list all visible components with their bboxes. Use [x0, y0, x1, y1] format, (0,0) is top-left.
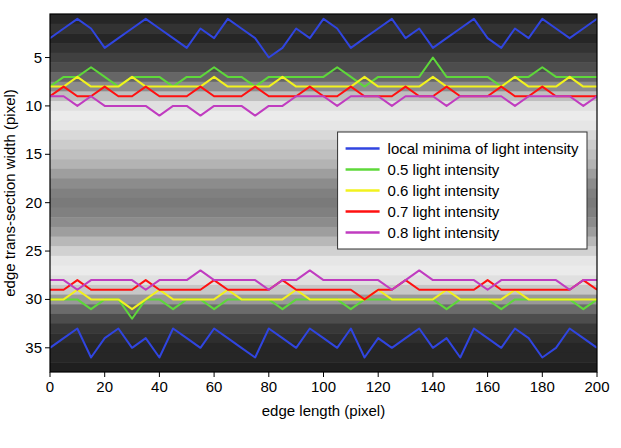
y-tick	[45, 251, 50, 252]
x-tick-label: 160	[475, 378, 500, 395]
y-tick-label: 35	[25, 339, 42, 356]
series-line	[50, 19, 597, 58]
x-tick-label: 80	[260, 378, 277, 395]
x-tick-label: 120	[366, 378, 391, 395]
x-tick	[159, 372, 160, 377]
plot-area	[50, 14, 597, 372]
x-tick	[214, 372, 215, 377]
x-tick	[378, 372, 379, 377]
chart: 0 20 40 60 80 100 120 140 160 180 200 5 10 15 20 25 30 35…	[0, 0, 621, 448]
x-tick-label: 60	[206, 378, 223, 395]
x-tick	[50, 372, 51, 377]
legend-label: local minima of light intensity	[388, 140, 579, 157]
x-tick	[104, 372, 105, 377]
legend-label: 0.5 light intensity	[388, 161, 500, 178]
x-tick	[432, 372, 433, 377]
series-line	[50, 328, 597, 357]
page: {"chart_data": { "type": "line", "x_labe…	[0, 0, 621, 448]
x-tick-label: 180	[530, 378, 555, 395]
legend: local minima of light intensity 0.5 light…	[338, 132, 587, 249]
x-tick	[323, 372, 324, 377]
x-tick-label: 40	[151, 378, 168, 395]
y-tick-label: 15	[25, 145, 42, 162]
intensity-band	[50, 53, 597, 63]
intensity-band	[50, 353, 597, 363]
x-tick	[268, 372, 269, 377]
x-tick	[597, 372, 598, 377]
intensity-band	[50, 256, 597, 266]
y-tick	[45, 57, 50, 58]
x-axis-title: edge length (pixel)	[262, 402, 385, 419]
x-tick	[487, 372, 488, 377]
series-line	[50, 77, 597, 87]
intensity-band	[50, 120, 597, 130]
intensity-band	[50, 43, 597, 53]
legend-swatch	[346, 147, 380, 150]
legend-box	[338, 132, 587, 249]
series-line	[50, 58, 597, 87]
y-tick-label: 20	[25, 194, 42, 211]
intensity-band	[50, 362, 597, 372]
intensity-band	[50, 266, 597, 276]
legend-label: 0.6 light intensity	[388, 182, 500, 199]
x-tick-label: 140	[420, 378, 445, 395]
series-line	[50, 270, 597, 289]
legend-swatch	[346, 210, 380, 213]
legend-label: 0.8 light intensity	[388, 224, 500, 241]
x-tick-label: 20	[96, 378, 113, 395]
intensity-band	[50, 111, 597, 121]
y-tick	[45, 299, 50, 300]
legend-label: 0.7 light intensity	[388, 203, 500, 220]
series-line	[50, 87, 597, 97]
y-axis-title: edge trans-section width (pixel)	[1, 89, 18, 297]
series-line	[50, 290, 597, 309]
intensity-band	[50, 62, 597, 72]
y-tick-label: 10	[25, 97, 42, 114]
plot-frame	[50, 14, 597, 372]
y-tick-label: 25	[25, 242, 42, 259]
x-tick	[542, 372, 543, 377]
intensity-band	[50, 33, 597, 43]
legend-swatch	[346, 231, 380, 234]
y-tick-label: 30	[25, 290, 42, 307]
y-tick-label: 5	[34, 49, 42, 66]
legend-swatch	[346, 168, 380, 171]
y-tick	[45, 105, 50, 106]
y-tick	[45, 202, 50, 203]
y-tick	[45, 154, 50, 155]
x-tick-label: 100	[311, 378, 336, 395]
legend-swatch	[346, 189, 380, 192]
y-tick	[45, 347, 50, 348]
x-tick-label: 0	[46, 378, 54, 395]
series-line	[50, 280, 597, 299]
x-tick-label: 200	[584, 378, 609, 395]
series-line	[50, 96, 597, 115]
